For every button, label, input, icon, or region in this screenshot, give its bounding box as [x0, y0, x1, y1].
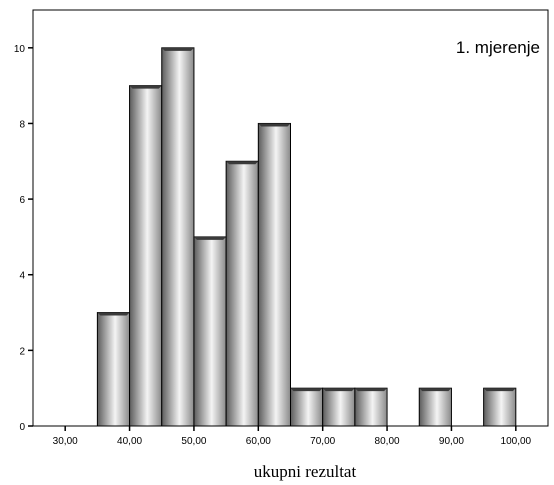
histogram-bar [257, 122, 291, 427]
x-tick-label: 100,00 [501, 436, 532, 447]
x-tick-label: 60,00 [246, 436, 271, 447]
histogram-bar [129, 85, 163, 427]
histogram-bar [193, 236, 227, 427]
x-tick-label: 80,00 [375, 436, 400, 447]
histogram-bar [418, 387, 452, 427]
bar-body [322, 387, 356, 427]
y-tick-label: 8 [19, 119, 25, 130]
chart-annotation: 1. mjerenje [456, 38, 540, 57]
x-tick-label: 90,00 [439, 436, 464, 447]
bar-body [193, 236, 227, 427]
bar-body [96, 312, 131, 427]
bar-body [129, 85, 163, 427]
y-tick-label: 6 [19, 195, 25, 206]
bar-body [354, 387, 388, 427]
x-tick-label: 70,00 [310, 436, 335, 447]
bar-bevel [161, 47, 194, 51]
x-tick-label: 40,00 [117, 436, 142, 447]
bar-bevel [193, 236, 227, 240]
bar-body [290, 387, 324, 427]
y-tick-label: 2 [19, 346, 25, 357]
x-tick-label: 30,00 [53, 436, 78, 447]
bar-bevel [483, 388, 516, 392]
y-axis: 0 2 4 6 8 10 [14, 44, 33, 433]
histogram-bar [354, 387, 388, 427]
bar-body [418, 387, 452, 427]
y-tick-label: 0 [19, 422, 25, 433]
bar-bevel [97, 312, 130, 316]
histogram-bar [225, 160, 259, 427]
bar-body [257, 122, 291, 427]
bar-body [225, 160, 259, 427]
x-axis-label: ukupni rezultat [254, 462, 357, 481]
y-tick-label: 10 [14, 44, 26, 55]
bar-body [161, 47, 195, 427]
x-axis: 30,00 40,00 50,00 60,00 70,00 80,00 90,00 100,0… [53, 426, 532, 447]
bar-body [483, 387, 517, 427]
bar-bevel [129, 85, 162, 89]
histogram-bar [290, 387, 324, 427]
y-tick-label: 4 [19, 271, 25, 282]
bars-group [96, 47, 517, 427]
histogram-bar [96, 312, 131, 427]
histogram-bar [161, 47, 195, 427]
bar-bevel [258, 123, 291, 127]
bar-bevel [419, 388, 452, 392]
x-tick-label: 50,00 [181, 436, 206, 447]
histogram-bar [483, 387, 517, 427]
bar-bevel [226, 161, 259, 165]
bar-bevel [290, 388, 323, 392]
bar-bevel [354, 388, 388, 392]
histogram-bar [322, 387, 356, 427]
bar-bevel [322, 388, 355, 392]
